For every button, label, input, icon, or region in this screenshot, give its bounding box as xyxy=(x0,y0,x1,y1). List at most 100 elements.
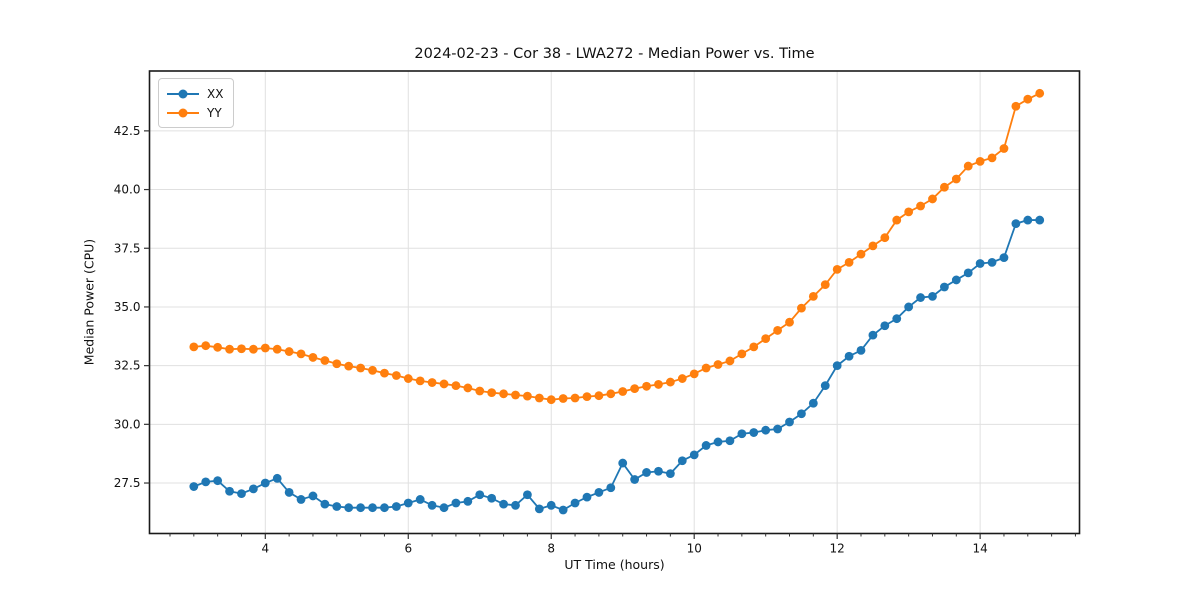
series-XX-point xyxy=(749,428,759,437)
series-YY-point xyxy=(451,381,461,390)
series-XX-point xyxy=(665,469,675,479)
series-XX-point xyxy=(248,484,258,494)
series-YY-point xyxy=(928,194,937,204)
x-tick-label: 10 xyxy=(687,542,702,556)
series-YY-point xyxy=(582,392,592,402)
series-YY-point xyxy=(868,241,878,251)
x-axis-label: UT Time (hours) xyxy=(564,557,665,572)
legend-label: YY xyxy=(207,105,222,120)
series-XX-point xyxy=(868,330,878,340)
series-YY-point xyxy=(904,207,914,217)
series-XX-point xyxy=(820,381,830,390)
series-XX-point xyxy=(916,293,925,302)
series-YY-point xyxy=(820,280,830,290)
series-XX-point xyxy=(904,302,914,312)
series-YY-point xyxy=(832,264,842,274)
series-XX-point xyxy=(963,268,973,278)
series-YY-point xyxy=(749,342,759,352)
series-XX-point xyxy=(225,486,234,496)
series-XX-point xyxy=(451,498,461,508)
series-YY-point xyxy=(344,361,354,371)
series-XX-point xyxy=(713,437,723,447)
series-XX-point xyxy=(832,361,842,371)
series-YY-point xyxy=(534,393,544,403)
series-YY-point xyxy=(713,360,723,369)
legend: XX YY xyxy=(158,78,235,128)
x-tick-label: 12 xyxy=(830,542,845,556)
series-YY-point xyxy=(1035,88,1045,98)
series-XX-point xyxy=(689,450,699,460)
series-YY-point xyxy=(677,374,687,383)
series-YY-point xyxy=(773,326,783,335)
series-XX-point xyxy=(606,483,616,493)
series-YY-point xyxy=(725,356,735,366)
series-YY-point xyxy=(761,334,771,344)
x-tick-label: 14 xyxy=(972,542,987,556)
legend-line-marker-icon xyxy=(167,89,199,99)
series-XX-point xyxy=(284,488,294,497)
series-YY-point xyxy=(487,388,497,398)
series-YY-point xyxy=(880,233,890,243)
series-YY-point xyxy=(546,395,556,405)
series-XX-point xyxy=(391,502,401,511)
series-YY-point xyxy=(427,378,437,387)
x-tick-label: 8 xyxy=(547,542,555,556)
series-YY-point xyxy=(213,342,223,352)
series-YY-point xyxy=(272,344,282,354)
y-tick-label: 35.0 xyxy=(114,300,141,314)
series-XX-point xyxy=(546,500,556,510)
series-YY-point xyxy=(320,356,330,365)
series-XX-point xyxy=(332,502,342,511)
series-YY-point xyxy=(475,386,485,396)
axes-frame xyxy=(148,70,1081,535)
series-XX-point xyxy=(356,503,366,513)
y-tick-label: 27.5 xyxy=(114,476,141,490)
series-XX-point xyxy=(403,498,413,508)
series-YY-point xyxy=(939,182,949,192)
series-YY-point xyxy=(368,365,377,375)
series-XX-point xyxy=(677,456,687,466)
series-YY-point xyxy=(391,371,401,380)
series-XX-point xyxy=(701,441,711,450)
series-YY-point xyxy=(439,379,449,389)
series-YY-point xyxy=(380,368,389,378)
series-XX-point xyxy=(939,282,949,292)
y-tick-label: 32.5 xyxy=(114,359,141,373)
chart-title: 2024-02-23 - Cor 38 - LWA272 - Median Po… xyxy=(414,46,815,62)
series-YY-point xyxy=(654,380,663,389)
series-XX-point xyxy=(368,503,377,513)
series-XX-point xyxy=(594,488,604,497)
y-tick-label: 40.0 xyxy=(114,183,141,197)
series-YY-point xyxy=(403,374,413,383)
series-YY-point xyxy=(808,291,818,301)
series-YY-point xyxy=(987,153,997,163)
series-YY-point xyxy=(1023,94,1033,104)
series-XX-point xyxy=(630,475,640,484)
series-XX-point xyxy=(761,425,771,435)
series-XX-point xyxy=(511,500,520,510)
series-YY-point xyxy=(523,391,532,401)
series-YY-point xyxy=(511,390,520,400)
series-YY-point xyxy=(916,201,925,211)
series-XX-point xyxy=(427,500,437,510)
series-YY-point xyxy=(999,144,1009,153)
series-XX-point xyxy=(582,492,592,502)
series-XX-point xyxy=(808,398,818,408)
series-YY-point xyxy=(951,174,961,184)
series-XX-point xyxy=(558,505,568,515)
series-YY-point xyxy=(189,342,199,352)
series-YY-point xyxy=(797,303,806,313)
series-XX-point xyxy=(499,499,508,509)
series-XX-point xyxy=(296,495,306,504)
series-YY-point xyxy=(785,317,794,327)
series-YY-point xyxy=(296,349,306,359)
y-tick-label: 42.5 xyxy=(114,124,141,138)
series-XX-point xyxy=(928,291,937,301)
y-tick-label: 37.5 xyxy=(114,241,141,255)
series-XX-point xyxy=(439,503,449,513)
series-YY-point xyxy=(1011,101,1021,111)
series-YY-point xyxy=(856,249,866,259)
series-YY-point xyxy=(499,389,508,399)
series-XX-point xyxy=(380,503,389,513)
series-YY-point xyxy=(248,344,258,354)
